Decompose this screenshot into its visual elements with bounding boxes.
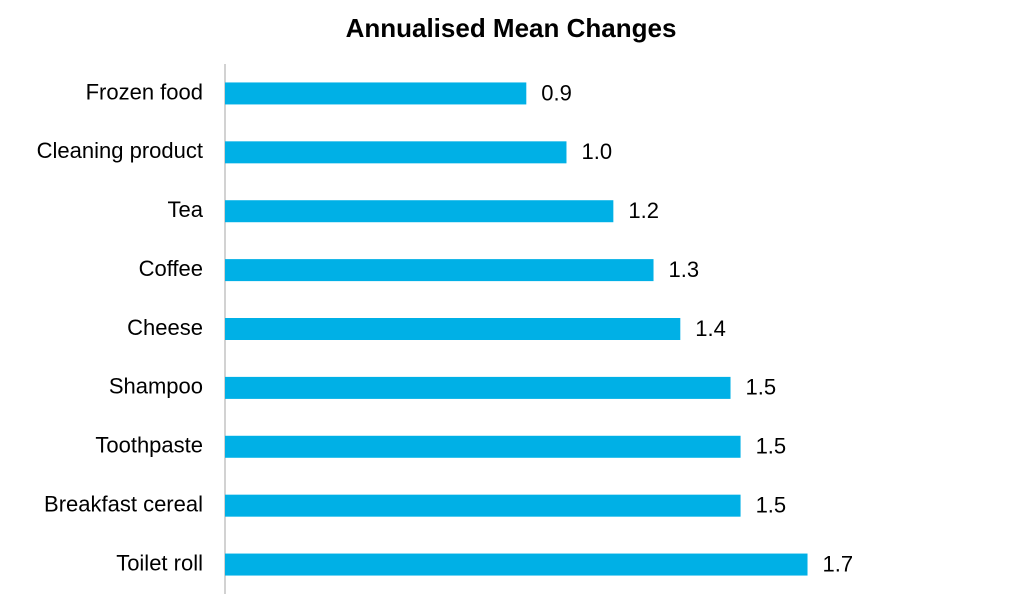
bar bbox=[225, 494, 741, 517]
data-label: 1.2 bbox=[628, 198, 659, 223]
data-label: 1.5 bbox=[756, 434, 787, 459]
data-label: 1.5 bbox=[746, 375, 777, 400]
y-tick-label: Tea bbox=[168, 197, 204, 222]
data-label: 1.4 bbox=[695, 316, 726, 341]
y-tick-label: Frozen food bbox=[86, 79, 203, 104]
y-tick-label: Toothpaste bbox=[95, 433, 203, 458]
data-label: 0.9 bbox=[541, 80, 572, 105]
data-label: 1.5 bbox=[756, 492, 787, 517]
bar bbox=[225, 376, 731, 399]
bar bbox=[225, 318, 681, 340]
bar bbox=[225, 259, 654, 282]
bar bbox=[225, 435, 741, 458]
bar bbox=[225, 553, 808, 576]
bar bbox=[225, 200, 614, 223]
y-tick-label: Cleaning product bbox=[37, 138, 203, 163]
y-tick-label: Coffee bbox=[139, 256, 203, 281]
data-label: 1.3 bbox=[669, 257, 700, 282]
chart-title: Annualised Mean Changes bbox=[346, 13, 677, 43]
y-tick-label: Toilet roll bbox=[116, 550, 203, 575]
bar bbox=[225, 141, 567, 164]
y-tick-label: Cheese bbox=[127, 315, 203, 340]
y-tick-label: Shampoo bbox=[109, 374, 203, 399]
data-label: 1.0 bbox=[581, 139, 612, 164]
bar bbox=[225, 82, 527, 105]
y-tick-label: Breakfast cereal bbox=[44, 491, 203, 516]
data-label: 1.7 bbox=[823, 551, 854, 576]
